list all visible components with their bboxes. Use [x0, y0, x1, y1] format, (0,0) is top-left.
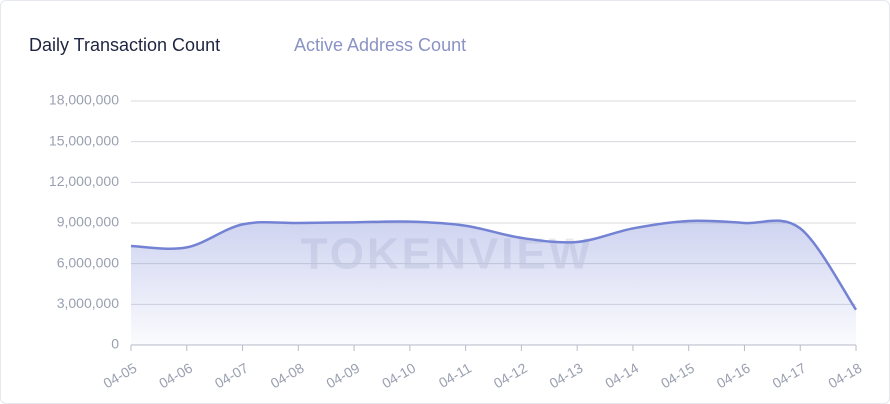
y-tick-label: 0 [111, 336, 119, 352]
y-tick-label: 15,000,000 [49, 132, 119, 148]
line [130, 219, 858, 311]
x-tick-label: 04-06 [156, 360, 195, 392]
x-tick-label: 04-09 [323, 360, 362, 392]
x-tick-label: 04-17 [770, 360, 809, 392]
tab[interactable]: Daily Transaction Count [29, 35, 221, 55]
tab[interactable]: Active Address Count [294, 35, 467, 55]
x-tick-label: 04-13 [546, 360, 585, 392]
y-tick-label: 12,000,000 [49, 173, 119, 189]
y-tick-label: 3,000,000 [57, 295, 119, 311]
y-tick-label: 6,000,000 [57, 254, 119, 270]
y-tick-label: 18,000,000 [49, 92, 119, 108]
x-tick-label: 04-11 [436, 360, 474, 391]
x-tick-label: 04-14 [602, 360, 641, 392]
x-tick-label: 04-08 [268, 360, 307, 392]
x-tick-label: 04-18 [825, 360, 864, 392]
y-tick-label: 9,000,000 [57, 214, 119, 230]
x-tick-label: 04-16 [714, 360, 753, 392]
x-tick-label: 04-05 [100, 360, 139, 392]
x-tick-label: 04-07 [212, 360, 251, 392]
x-tick-label: 04-15 [658, 360, 697, 392]
x-tick-label: 04-12 [491, 360, 530, 392]
area [131, 220, 856, 345]
x-tick-label: 04-10 [379, 360, 418, 392]
